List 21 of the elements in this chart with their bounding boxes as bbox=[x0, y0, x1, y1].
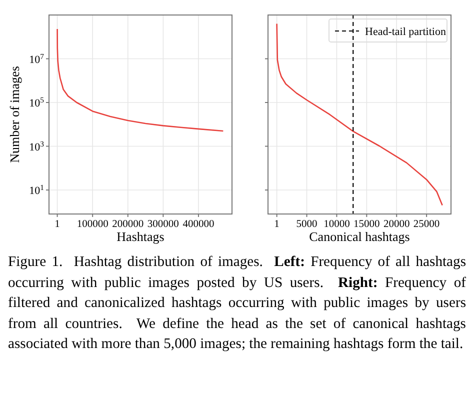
x-axis-title: Canonical hashtags bbox=[309, 229, 410, 244]
x-tick-label: 5000 bbox=[296, 219, 318, 230]
x-axis-title: Hashtags bbox=[116, 229, 164, 244]
y-tick-label: 10$^{1}$ bbox=[29, 182, 44, 198]
x-tick-label: 15000 bbox=[354, 219, 380, 230]
text: Figure 1. Hashtag distribution of images. Left: Frequency of all hashtags occurring with public images posted by US users. Right: Frequency of filtered and canonicalized hashtags occurring with public images by users from all countries. We define the head as the set of canonical hashtags associated with more than 5,000 images; the remaining hashtags form the tail. bbox=[8, 254, 466, 352]
line-series bbox=[56, 28, 224, 132]
y-tick-label: 10$^{3}$ bbox=[29, 138, 44, 154]
x-tick-label: 20000 bbox=[383, 219, 410, 230]
x-tick-label: 100000 bbox=[76, 219, 108, 230]
x-tick-label: 300000 bbox=[147, 219, 179, 230]
y-tick-label: 10$^{5}$ bbox=[29, 95, 44, 110]
x-tick-label: 10000 bbox=[324, 219, 350, 230]
y-axis-title: Number of images bbox=[7, 66, 22, 163]
x-tick-label: 25000 bbox=[413, 219, 440, 230]
x-tick-label: 400000 bbox=[182, 219, 214, 230]
y-tick-label: 10$^{7}$ bbox=[29, 51, 44, 66]
x-tick-label: 1 bbox=[54, 219, 60, 230]
ref-line-label: Head-tail partition bbox=[365, 26, 446, 38]
x-tick-label: 1 bbox=[274, 219, 280, 230]
x-tick-label: 200000 bbox=[112, 219, 144, 230]
